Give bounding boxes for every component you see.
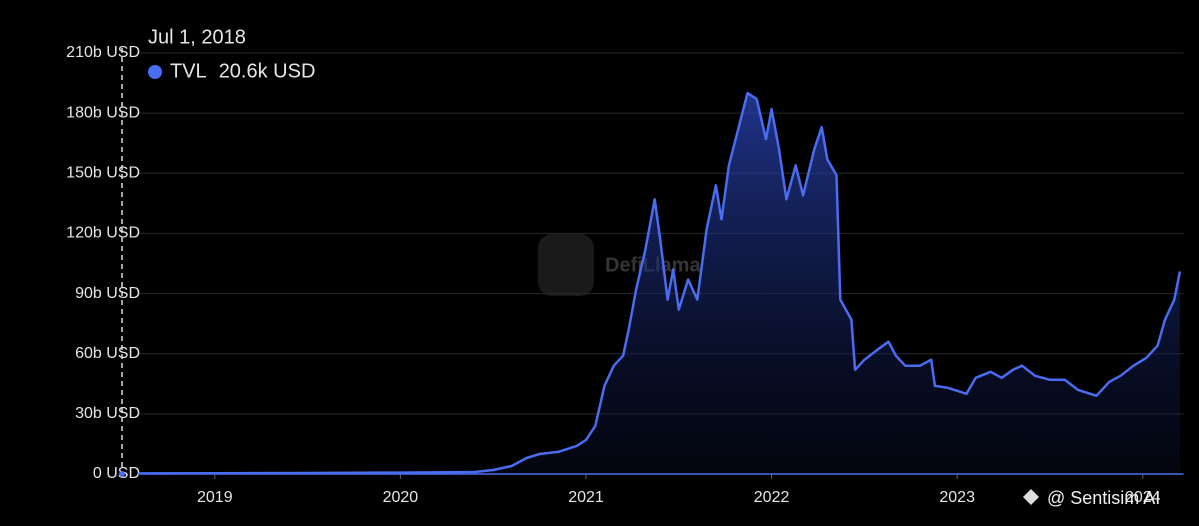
credit-icon: [1023, 489, 1039, 505]
y-tick-label: 60b USD: [75, 345, 140, 362]
tooltip-point: [119, 470, 125, 477]
y-tick-label: 210b USD: [66, 44, 140, 61]
area: [138, 93, 1180, 474]
legend-label: TVL: [170, 60, 207, 82]
x-tick-label: 2021: [568, 489, 604, 506]
y-tick-label: 120b USD: [66, 225, 140, 242]
legend-marker: [148, 65, 162, 79]
line: [138, 91, 1182, 475]
credit: @ Sentisim AI: [1047, 488, 1160, 508]
tooltip-value: 20.6k USD: [219, 60, 316, 82]
y-tick-label: 0 USD: [93, 465, 140, 482]
x-tick-label: 2023: [939, 489, 975, 506]
x-tick-label: 2024: [1125, 489, 1161, 506]
y-tick-label: 90b USD: [75, 285, 140, 302]
plot: 0 USD 30b USD 60b USD 90b USD 120b USD 150b U…: [66, 26, 1184, 506]
watermark-group: DefiLlama: [538, 234, 701, 296]
x-tick-label: 2022: [754, 489, 790, 506]
y-tick-label: 150b USD: [66, 165, 140, 182]
watermark-logo: [538, 234, 594, 296]
y-tick-label: 30b USD: [75, 405, 140, 422]
x-tick-label: 2020: [383, 489, 419, 506]
credit-group: @ Sentisim AI: [1023, 488, 1160, 508]
tooltip-date: Jul 1, 2018: [148, 26, 246, 48]
x-tick-label: 2019: [197, 489, 233, 506]
y-tick-label: 180b USD: [66, 104, 140, 121]
